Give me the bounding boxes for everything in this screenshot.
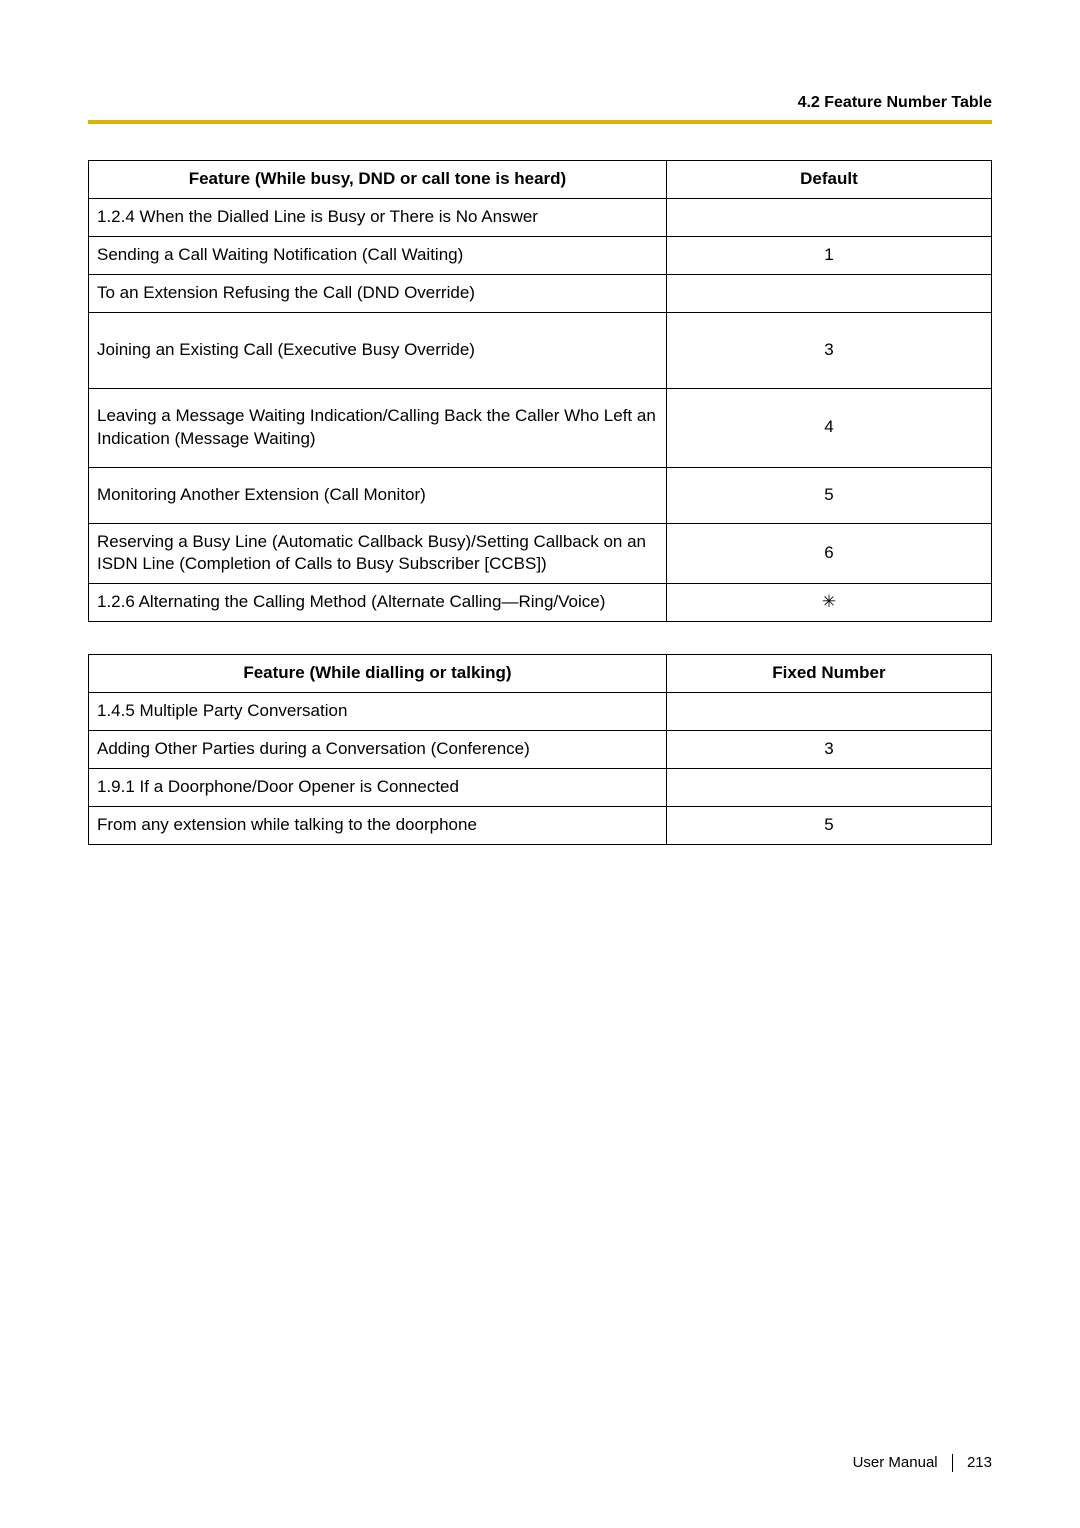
table-row: Leaving a Message Waiting Indication/Cal… (89, 388, 992, 467)
default-cell: 3 (666, 312, 991, 388)
default-cell (666, 693, 991, 731)
default-cell: ✳ (666, 584, 991, 622)
table-row: Reserving a Busy Line (Automatic Callbac… (89, 523, 992, 584)
table-row: From any extension while talking to the … (89, 807, 992, 845)
feature-cell: Reserving a Busy Line (Automatic Callbac… (89, 523, 667, 584)
page-header: 4.2 Feature Number Table (798, 94, 992, 112)
table-row: Adding Other Parties during a Conversati… (89, 731, 992, 769)
feature-cell: 1.2.6 Alternating the Calling Method (Al… (89, 584, 667, 622)
col-header-default: Fixed Number (666, 655, 991, 693)
feature-table-1: Feature (While busy, DND or call tone is… (88, 160, 992, 622)
default-cell (666, 769, 991, 807)
default-cell (666, 198, 991, 236)
col-header-feature: Feature (While busy, DND or call tone is… (89, 161, 667, 199)
feature-table-2: Feature (While dialling or talking) Fixe… (88, 654, 992, 845)
content-area: Feature (While busy, DND or call tone is… (88, 160, 992, 877)
col-header-default: Default (666, 161, 991, 199)
col-header-feature: Feature (While dialling or talking) (89, 655, 667, 693)
default-cell: 5 (666, 467, 991, 523)
table-row: 1.9.1 If a Doorphone/Door Opener is Conn… (89, 769, 992, 807)
table-row: 1.2.4 When the Dialled Line is Busy or T… (89, 198, 992, 236)
table-header-row: Feature (While busy, DND or call tone is… (89, 161, 992, 199)
feature-cell: Sending a Call Waiting Notification (Cal… (89, 236, 667, 274)
default-cell: 5 (666, 807, 991, 845)
footer-divider (952, 1454, 953, 1472)
default-cell (666, 274, 991, 312)
feature-cell: From any extension while talking to the … (89, 807, 667, 845)
footer-label: User Manual (853, 1454, 938, 1471)
table-row: Monitoring Another Extension (Call Monit… (89, 467, 992, 523)
feature-cell: Adding Other Parties during a Conversati… (89, 731, 667, 769)
table-row: 1.4.5 Multiple Party Conversation (89, 693, 992, 731)
feature-cell: Leaving a Message Waiting Indication/Cal… (89, 388, 667, 467)
page-footer: User Manual 213 (853, 1454, 992, 1472)
feature-cell: 1.2.4 When the Dialled Line is Busy or T… (89, 198, 667, 236)
feature-cell: Joining an Existing Call (Executive Busy… (89, 312, 667, 388)
feature-cell: Monitoring Another Extension (Call Monit… (89, 467, 667, 523)
table-row: 1.2.6 Alternating the Calling Method (Al… (89, 584, 992, 622)
table-row: Joining an Existing Call (Executive Busy… (89, 312, 992, 388)
default-cell: 3 (666, 731, 991, 769)
feature-cell: 1.4.5 Multiple Party Conversation (89, 693, 667, 731)
feature-cell: To an Extension Refusing the Call (DND O… (89, 274, 667, 312)
header-rule (88, 120, 992, 124)
table-row: To an Extension Refusing the Call (DND O… (89, 274, 992, 312)
feature-cell: 1.9.1 If a Doorphone/Door Opener is Conn… (89, 769, 667, 807)
default-cell: 1 (666, 236, 991, 274)
default-cell: 6 (666, 523, 991, 584)
default-cell: 4 (666, 388, 991, 467)
table-header-row: Feature (While dialling or talking) Fixe… (89, 655, 992, 693)
header-title: 4.2 Feature Number Table (798, 94, 992, 111)
footer-page: 213 (967, 1454, 992, 1471)
table-row: Sending a Call Waiting Notification (Cal… (89, 236, 992, 274)
